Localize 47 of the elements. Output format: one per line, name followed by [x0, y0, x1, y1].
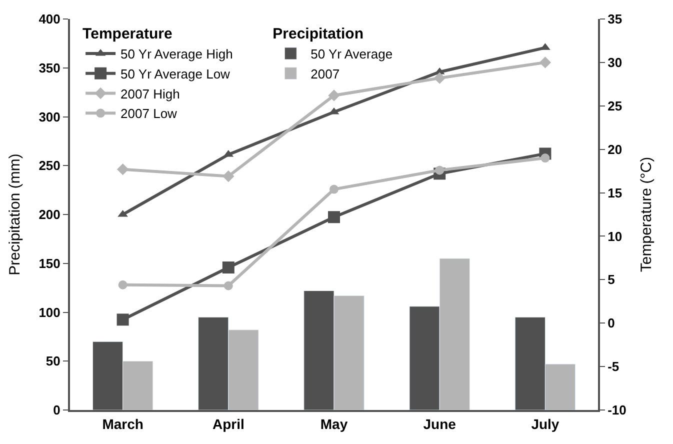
- point: [539, 56, 552, 68]
- y2-tick-label: 35: [608, 12, 622, 27]
- y-tick-label: 350: [38, 60, 60, 76]
- y2-tick-label: 10: [608, 228, 622, 244]
- y-axis-title: Precipitation (mm): [6, 154, 24, 276]
- y2-tick-label: -5: [608, 359, 620, 374]
- y-tick-label: 0: [53, 402, 60, 418]
- point: [330, 184, 338, 194]
- text: Temperature: [82, 26, 172, 42]
- y-tick-label: 300: [38, 109, 60, 124]
- x-tick-label: April: [212, 416, 244, 432]
- y-tick-label: 100: [38, 304, 60, 320]
- point: [434, 72, 446, 84]
- point: [328, 211, 340, 224]
- point: [118, 280, 128, 290]
- point: [222, 262, 234, 274]
- x-tick-label: June: [423, 416, 456, 432]
- point: [224, 281, 233, 290]
- y-tick-label: 250: [38, 158, 60, 174]
- legend-label: 50 Yr Average Low: [120, 66, 231, 82]
- legend-label: 50 Yr Average: [310, 46, 393, 62]
- y2-tick-label: 0: [608, 316, 615, 331]
- point: [328, 90, 340, 102]
- point: [540, 154, 550, 163]
- legend-label: 2007 High: [120, 86, 180, 102]
- y-tick-label: 50: [46, 354, 60, 369]
- y-tick-label: 200: [38, 207, 60, 222]
- y2-tick-label: -10: [608, 402, 626, 418]
- y2-tick-label: 30: [608, 54, 622, 70]
- legend-label: 2007: [310, 66, 340, 82]
- y-tick-label: 400: [38, 12, 60, 27]
- legend-label: 50 Yr Average High: [120, 46, 233, 62]
- x-tick-label: March: [102, 416, 144, 432]
- point: [435, 166, 444, 175]
- y-tick-label: 150: [38, 256, 60, 271]
- point: [116, 314, 129, 326]
- x-tick-label: July: [531, 416, 560, 432]
- point: [222, 170, 234, 182]
- y2-tick-label: 15: [608, 185, 622, 200]
- text: Precipitation: [272, 26, 364, 42]
- y2-axis-title: Temperature (°C): [638, 156, 655, 272]
- legend-label: 2007 Low: [120, 106, 178, 122]
- point: [116, 163, 129, 176]
- y2-tick-label: 25: [608, 98, 622, 114]
- x-tick-label: May: [320, 416, 348, 432]
- y2-tick-label: 20: [608, 142, 622, 157]
- y2-tick-label: 5: [608, 272, 615, 288]
